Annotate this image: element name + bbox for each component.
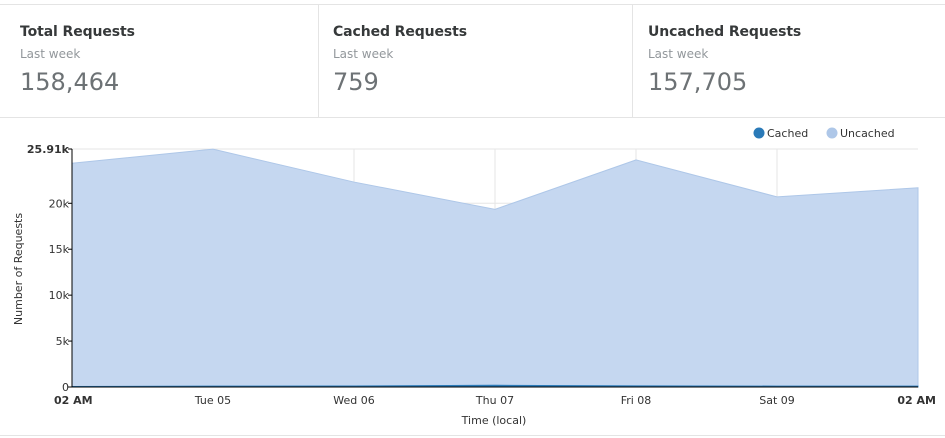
stat-subtitle: Last week (20, 47, 81, 61)
y-tick-label: 0 (62, 381, 69, 394)
y-tick-label: 10k (49, 289, 70, 302)
y-tick-label: 15k (49, 243, 70, 256)
stat-value: 157,705 (648, 68, 748, 96)
requests-chart: 0 5k 10k 15k 20k 25.91k 02 AM Tue 05 Wed 06 Thu 0… (0, 118, 945, 436)
stat-title: Total Requests (20, 24, 135, 40)
stat-subtitle: Last week (648, 47, 709, 61)
stat-card-cached: Cached Requests Last week 759 (319, 5, 633, 117)
legend: Cached Uncached (753, 127, 895, 140)
x-tick-label: Tue 05 (194, 394, 231, 407)
x-tick-label: Fri 08 (621, 394, 652, 407)
legend-label-cached[interactable]: Cached (767, 127, 808, 140)
stat-value: 759 (333, 68, 379, 96)
y-tick-label: 20k (49, 197, 70, 210)
stat-title: Cached Requests (333, 24, 467, 40)
stat-subtitle: Last week (333, 47, 394, 61)
stat-value: 158,464 (20, 68, 120, 96)
y-tick-label: 5k (56, 335, 70, 348)
y-axis-label: Number of Requests (12, 213, 25, 325)
stats-row: Total Requests Last week 158,464 Cached … (0, 4, 945, 118)
x-axis-label: Time (local) (461, 414, 527, 427)
x-tick-label: 02 AM (897, 394, 936, 407)
requests-chart-svg: 0 5k 10k 15k 20k 25.91k 02 AM Tue 05 Wed 06 Thu 0… (12, 127, 936, 427)
axis-layer: 0 5k 10k 15k 20k 25.91k 02 AM Tue 05 Wed 06 Thu 0… (27, 143, 936, 407)
x-tick-label: Sat 09 (759, 394, 795, 407)
legend-swatch-cached[interactable] (753, 127, 765, 139)
x-tick-label: Wed 06 (333, 394, 374, 407)
stat-card-total: Total Requests Last week 158,464 (0, 5, 319, 117)
stat-title: Uncached Requests (648, 24, 802, 40)
stat-card-uncached: Uncached Requests Last week 157,705 (633, 5, 945, 117)
x-tick-label: Thu 07 (475, 394, 514, 407)
x-tick-label: 02 AM (54, 394, 93, 407)
legend-swatch-uncached[interactable] (826, 127, 838, 139)
y-tick-label: 25.91k (27, 143, 70, 156)
legend-label-uncached[interactable]: Uncached (840, 127, 895, 140)
